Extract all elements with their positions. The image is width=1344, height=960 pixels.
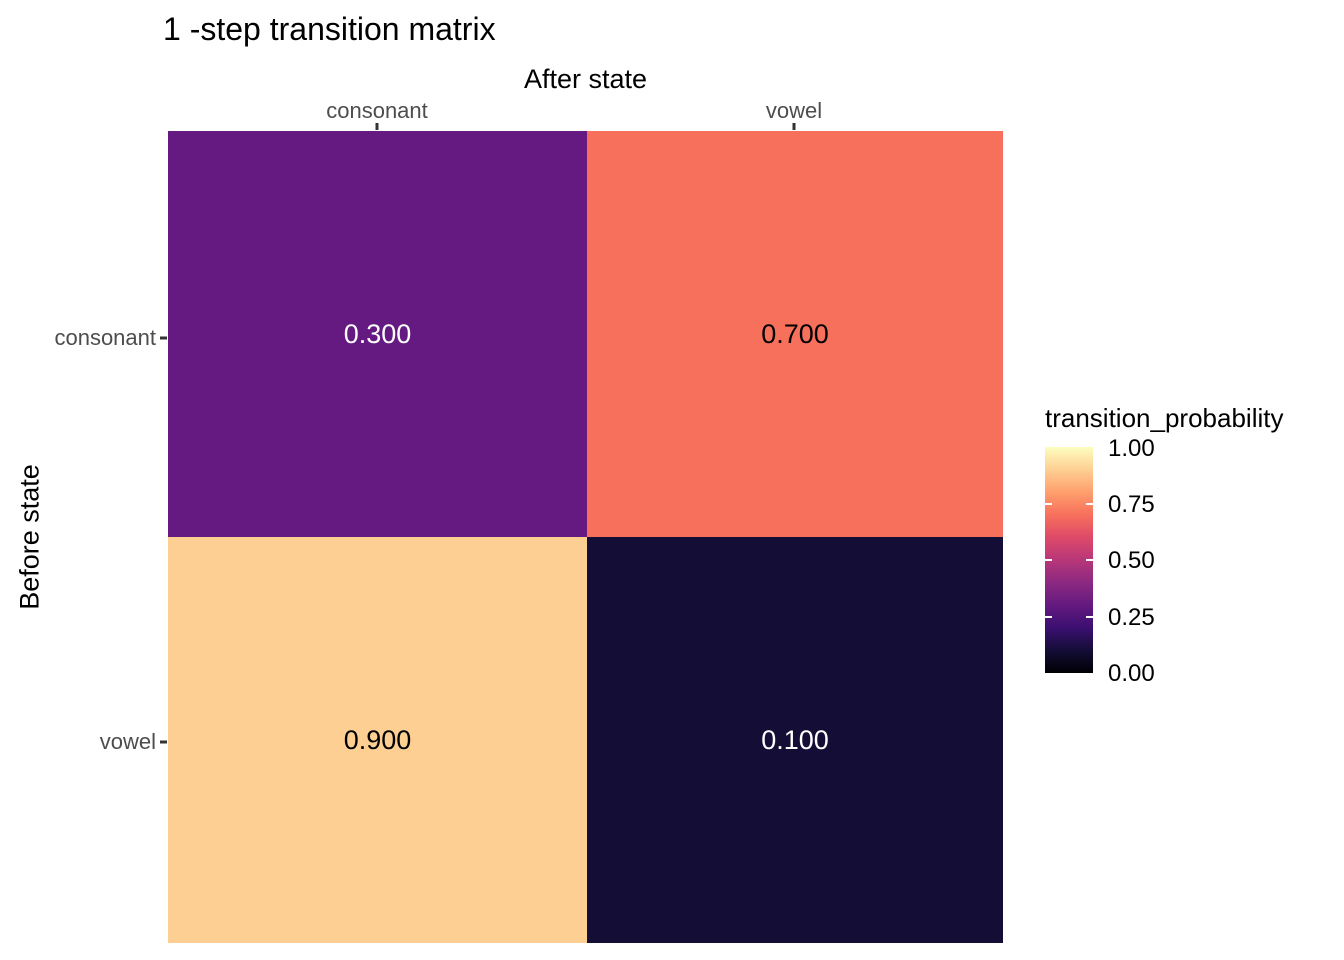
heatmap-cell-consonant-vowel: 0.700 (587, 131, 1003, 537)
legend-tick (1086, 616, 1093, 618)
legend-gradient-bar (1045, 447, 1093, 673)
legend-tick-label: 0.75 (1108, 491, 1155, 518)
heatmap-grid: 0.300 0.700 0.900 0.100 (168, 131, 1003, 943)
heatmap-cell-consonant-consonant: 0.300 (168, 131, 587, 537)
legend-tick (1045, 559, 1052, 561)
y-tick-label-consonant: consonant (54, 325, 156, 350)
x-tick-label-consonant: consonant (326, 98, 428, 123)
y-axis-title: Before state (14, 464, 45, 610)
legend-tick (1045, 503, 1052, 505)
legend-tick (1086, 503, 1093, 505)
x-axis-tick (792, 123, 796, 130)
y-axis-tick (160, 336, 167, 340)
y-tick-label-vowel: vowel (99, 729, 156, 754)
legend-tick-label: 0.50 (1108, 547, 1155, 574)
heatmap-cell-vowel-consonant: 0.900 (168, 537, 587, 943)
legend-tick (1086, 559, 1093, 561)
legend-tick (1045, 616, 1052, 618)
legend-tick-label: 0.00 (1108, 660, 1155, 687)
chart-title: 1 -step transition matrix (163, 11, 496, 47)
heatmap-cell-vowel-vowel: 0.100 (587, 537, 1003, 943)
x-axis-title: After state (523, 64, 648, 94)
legend-tick-label: 0.25 (1108, 604, 1155, 631)
x-tick-label-vowel: vowel (765, 98, 823, 123)
x-axis-tick (375, 123, 379, 130)
legend-tick-label: 1.00 (1108, 435, 1155, 462)
legend-title: transition_probability (1045, 403, 1284, 433)
y-axis-tick (160, 740, 167, 744)
